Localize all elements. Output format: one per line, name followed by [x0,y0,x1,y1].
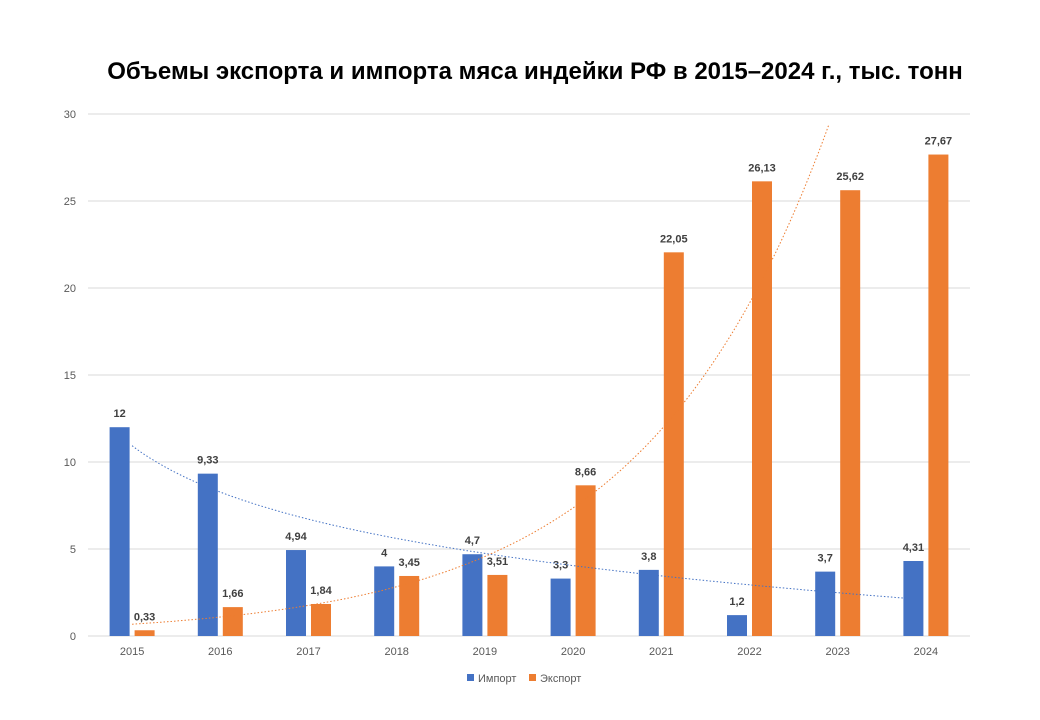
data-label: 3,3 [553,560,568,572]
data-label: 4 [381,547,388,559]
bar-Импорт-2023 [815,571,836,636]
bar-Импорт-2016 [197,473,218,636]
data-label: 25,62 [836,171,864,183]
x-tick-label: 2016 [208,646,232,658]
data-label: 3,45 [398,557,419,569]
bar-Импорт-2024 [903,561,924,636]
data-label: 27,67 [925,136,953,148]
data-label: 22,05 [660,233,688,245]
trendline-Импорт [131,445,922,600]
x-tick-label: 2022 [737,646,761,658]
bar-Импорт-2022 [727,615,747,636]
x-tick-label: 2017 [296,646,320,658]
data-label: 0,33 [134,611,155,623]
legend-swatch-Импорт [467,674,474,681]
y-tick-label: 20 [64,283,76,295]
data-label: 12 [113,408,125,420]
data-label: 1,2 [729,596,744,608]
legend-label: Экспорт [540,673,581,685]
bar-Импорт-2018 [374,566,395,636]
y-tick-label: 25 [64,196,76,208]
bar-Экспорт-2021 [663,252,684,636]
data-label: 3,51 [487,556,508,568]
bar-Экспорт-2024 [928,154,949,637]
data-label: 3,7 [818,553,833,565]
data-label: 3,8 [641,551,656,563]
x-tick-label: 2015 [120,646,144,658]
trendline-Экспорт [132,124,830,625]
x-tick-label: 2020 [561,646,585,658]
bar-Импорт-2021 [638,569,659,636]
bar-Импорт-2020 [550,578,571,636]
bar-Экспорт-2018 [399,575,420,636]
bar-Экспорт-2015 [134,630,155,636]
bar-Экспорт-2023 [840,190,861,636]
x-tick-label: 2021 [649,646,673,658]
legend-swatch-Экспорт [529,674,536,681]
bar-Импорт-2015 [109,427,130,636]
data-label: 1,66 [222,588,243,600]
x-tick-label: 2023 [825,646,849,658]
data-label: 4,31 [903,542,924,554]
y-tick-label: 30 [64,109,76,121]
bar-Экспорт-2019 [487,574,508,636]
y-tick-label: 0 [70,631,76,643]
bar-Импорт-2017 [286,550,306,636]
y-tick-label: 5 [70,544,76,556]
chart-title: Объемы экспорта и импорта мяса индейки Р… [107,58,963,85]
x-tick-label: 2019 [473,646,497,658]
bar-Экспорт-2020 [575,485,596,636]
data-label: 8,66 [575,466,596,478]
legend-label: Импорт [478,673,516,685]
bar-Экспорт-2017 [311,603,331,636]
x-tick-label: 2024 [914,646,938,658]
bar-Экспорт-2016 [222,607,243,636]
data-label: 4,94 [285,531,307,543]
data-label: 4,7 [465,535,480,547]
data-label: 1,84 [310,585,332,597]
y-tick-label: 10 [64,457,76,469]
y-tick-label: 15 [64,370,76,382]
bar-Импорт-2019 [462,554,483,636]
data-label: 26,13 [748,162,776,174]
bar-Экспорт-2022 [752,181,772,636]
data-label: 9,33 [197,455,218,467]
x-tick-label: 2018 [384,646,408,658]
